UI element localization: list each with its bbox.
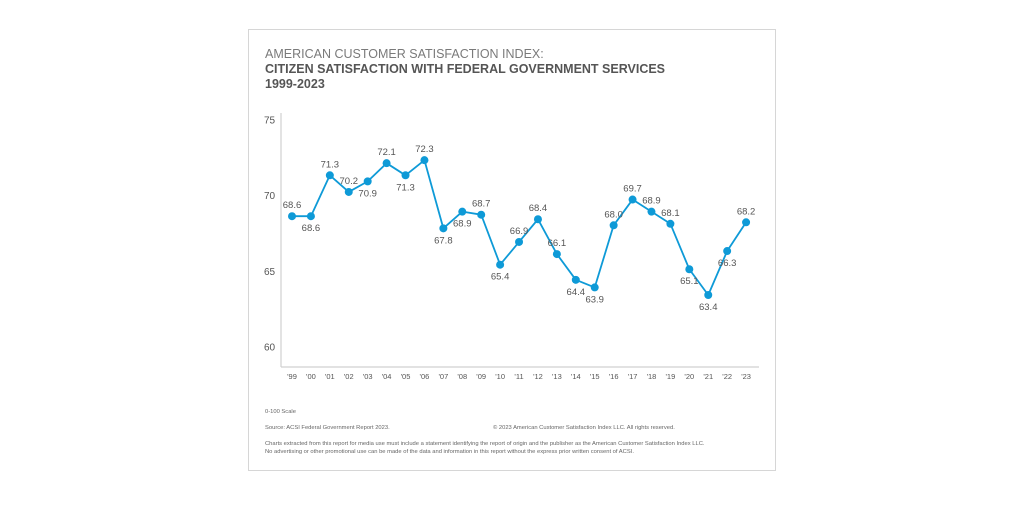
- x-tick-label: '99: [287, 372, 297, 381]
- data-label: 68.1: [661, 208, 680, 219]
- x-tick-label: '17: [628, 372, 638, 381]
- data-point: [723, 247, 732, 256]
- x-tick-labels: '99 '00 '01 '02 '03 '04 '05 '06 '07 '08 '09 '10 '11 '…: [287, 372, 751, 381]
- data-point: [288, 212, 296, 221]
- x-tick-label: '18: [647, 372, 657, 381]
- data-label: 68.6: [283, 200, 302, 211]
- y-tick-label: 65: [264, 267, 276, 278]
- x-tick-label: '19: [666, 372, 676, 381]
- data-label: 63.9: [585, 294, 604, 305]
- chart-title: CITIZEN SATISFACTION WITH FEDERAL GOVERN…: [265, 62, 666, 76]
- x-tick-label: '22: [722, 372, 732, 381]
- x-tick-label: '07: [438, 372, 448, 381]
- data-point: [628, 195, 637, 204]
- data-point: [306, 212, 315, 221]
- x-tick-label: '00: [306, 372, 316, 381]
- x-tick-label: '02: [344, 372, 354, 381]
- data-point: [685, 265, 694, 274]
- y-tick-labels: 60 65 70 75: [264, 115, 276, 353]
- data-label: 65.1: [680, 276, 699, 287]
- x-tick-label: '01: [325, 372, 335, 381]
- x-tick-label: '06: [420, 372, 430, 381]
- chart-supertitle: AMERICAN CUSTOMER SATISFACTION INDEX:: [265, 47, 544, 61]
- x-tick-label: '13: [552, 372, 562, 381]
- data-point: [458, 207, 467, 216]
- data-label: 71.3: [321, 159, 340, 170]
- data-point: [742, 218, 751, 227]
- data-label: 72.3: [415, 144, 434, 155]
- data-label: 65.4: [491, 272, 510, 283]
- data-point: [420, 156, 429, 165]
- y-tick-label: 75: [264, 115, 276, 126]
- data-point: [704, 290, 713, 299]
- x-tick-label: '21: [703, 372, 713, 381]
- data-point: [439, 224, 448, 233]
- copyright-note: © 2023 American Customer Satisfaction In…: [493, 425, 675, 431]
- data-point: [609, 221, 618, 230]
- disclaimer-line-2: No advertising or other promotional use …: [265, 449, 634, 455]
- scale-note: 0-100 Scale: [265, 409, 296, 415]
- x-tick-label: '05: [401, 372, 411, 381]
- data-point: [382, 159, 391, 168]
- data-point: [590, 283, 599, 292]
- x-tick-label: '15: [590, 372, 600, 381]
- data-label: 68.9: [453, 219, 472, 230]
- data-label: 67.8: [434, 235, 453, 246]
- chart-years: 1999-2023: [265, 77, 325, 91]
- y-tick-label: 70: [264, 191, 276, 202]
- axes: [280, 113, 759, 368]
- data-label: 66.9: [510, 226, 529, 237]
- data-point: [571, 275, 580, 284]
- data-point: [344, 187, 353, 196]
- disclaimer-line-1: Charts extracted from this report for me…: [265, 441, 705, 447]
- source-note: Source: ACSI Federal Government Report 2…: [265, 425, 390, 431]
- data-label: 69.7: [623, 184, 642, 195]
- data-label: 64.4: [567, 287, 586, 298]
- x-tick-label: '03: [363, 372, 373, 381]
- data-point: [666, 219, 675, 228]
- data-point: [515, 237, 524, 246]
- x-tick-label: '23: [741, 372, 751, 381]
- x-tick-label: '09: [476, 372, 486, 381]
- data-label: 71.3: [396, 182, 415, 193]
- x-tick-label: '04: [382, 372, 392, 381]
- data-label: 68.0: [604, 209, 623, 220]
- data-point: [552, 250, 561, 259]
- data-label: 66.3: [718, 258, 737, 269]
- data-point: [647, 207, 656, 216]
- data-point: [533, 215, 542, 224]
- x-tick-label: '10: [495, 372, 505, 381]
- data-labels: 68.668.671.370.270.972.171.372.367.868.9…: [283, 144, 756, 313]
- data-point: [401, 171, 410, 180]
- data-label: 68.9: [642, 196, 661, 207]
- x-tick-label: '16: [609, 372, 619, 381]
- x-tick-label: '11: [514, 372, 523, 381]
- data-point: [325, 171, 334, 180]
- data-point: [496, 260, 505, 269]
- data-point: [477, 210, 486, 219]
- data-label: 63.4: [699, 302, 718, 313]
- data-point: [363, 177, 372, 186]
- data-label: 68.4: [529, 203, 548, 214]
- x-tick-label: '20: [684, 372, 694, 381]
- x-tick-label: '14: [571, 372, 581, 381]
- data-points: [288, 156, 751, 299]
- y-tick-label: 60: [264, 343, 276, 354]
- data-label: 68.7: [472, 199, 491, 210]
- data-label: 66.1: [548, 238, 567, 249]
- data-label: 70.2: [340, 176, 359, 187]
- data-label: 68.2: [737, 206, 756, 217]
- data-label: 68.6: [302, 223, 321, 234]
- x-tick-label: '08: [457, 372, 467, 381]
- data-label: 72.1: [377, 147, 396, 158]
- data-label: 70.9: [358, 188, 377, 199]
- x-tick-label: '12: [533, 372, 543, 381]
